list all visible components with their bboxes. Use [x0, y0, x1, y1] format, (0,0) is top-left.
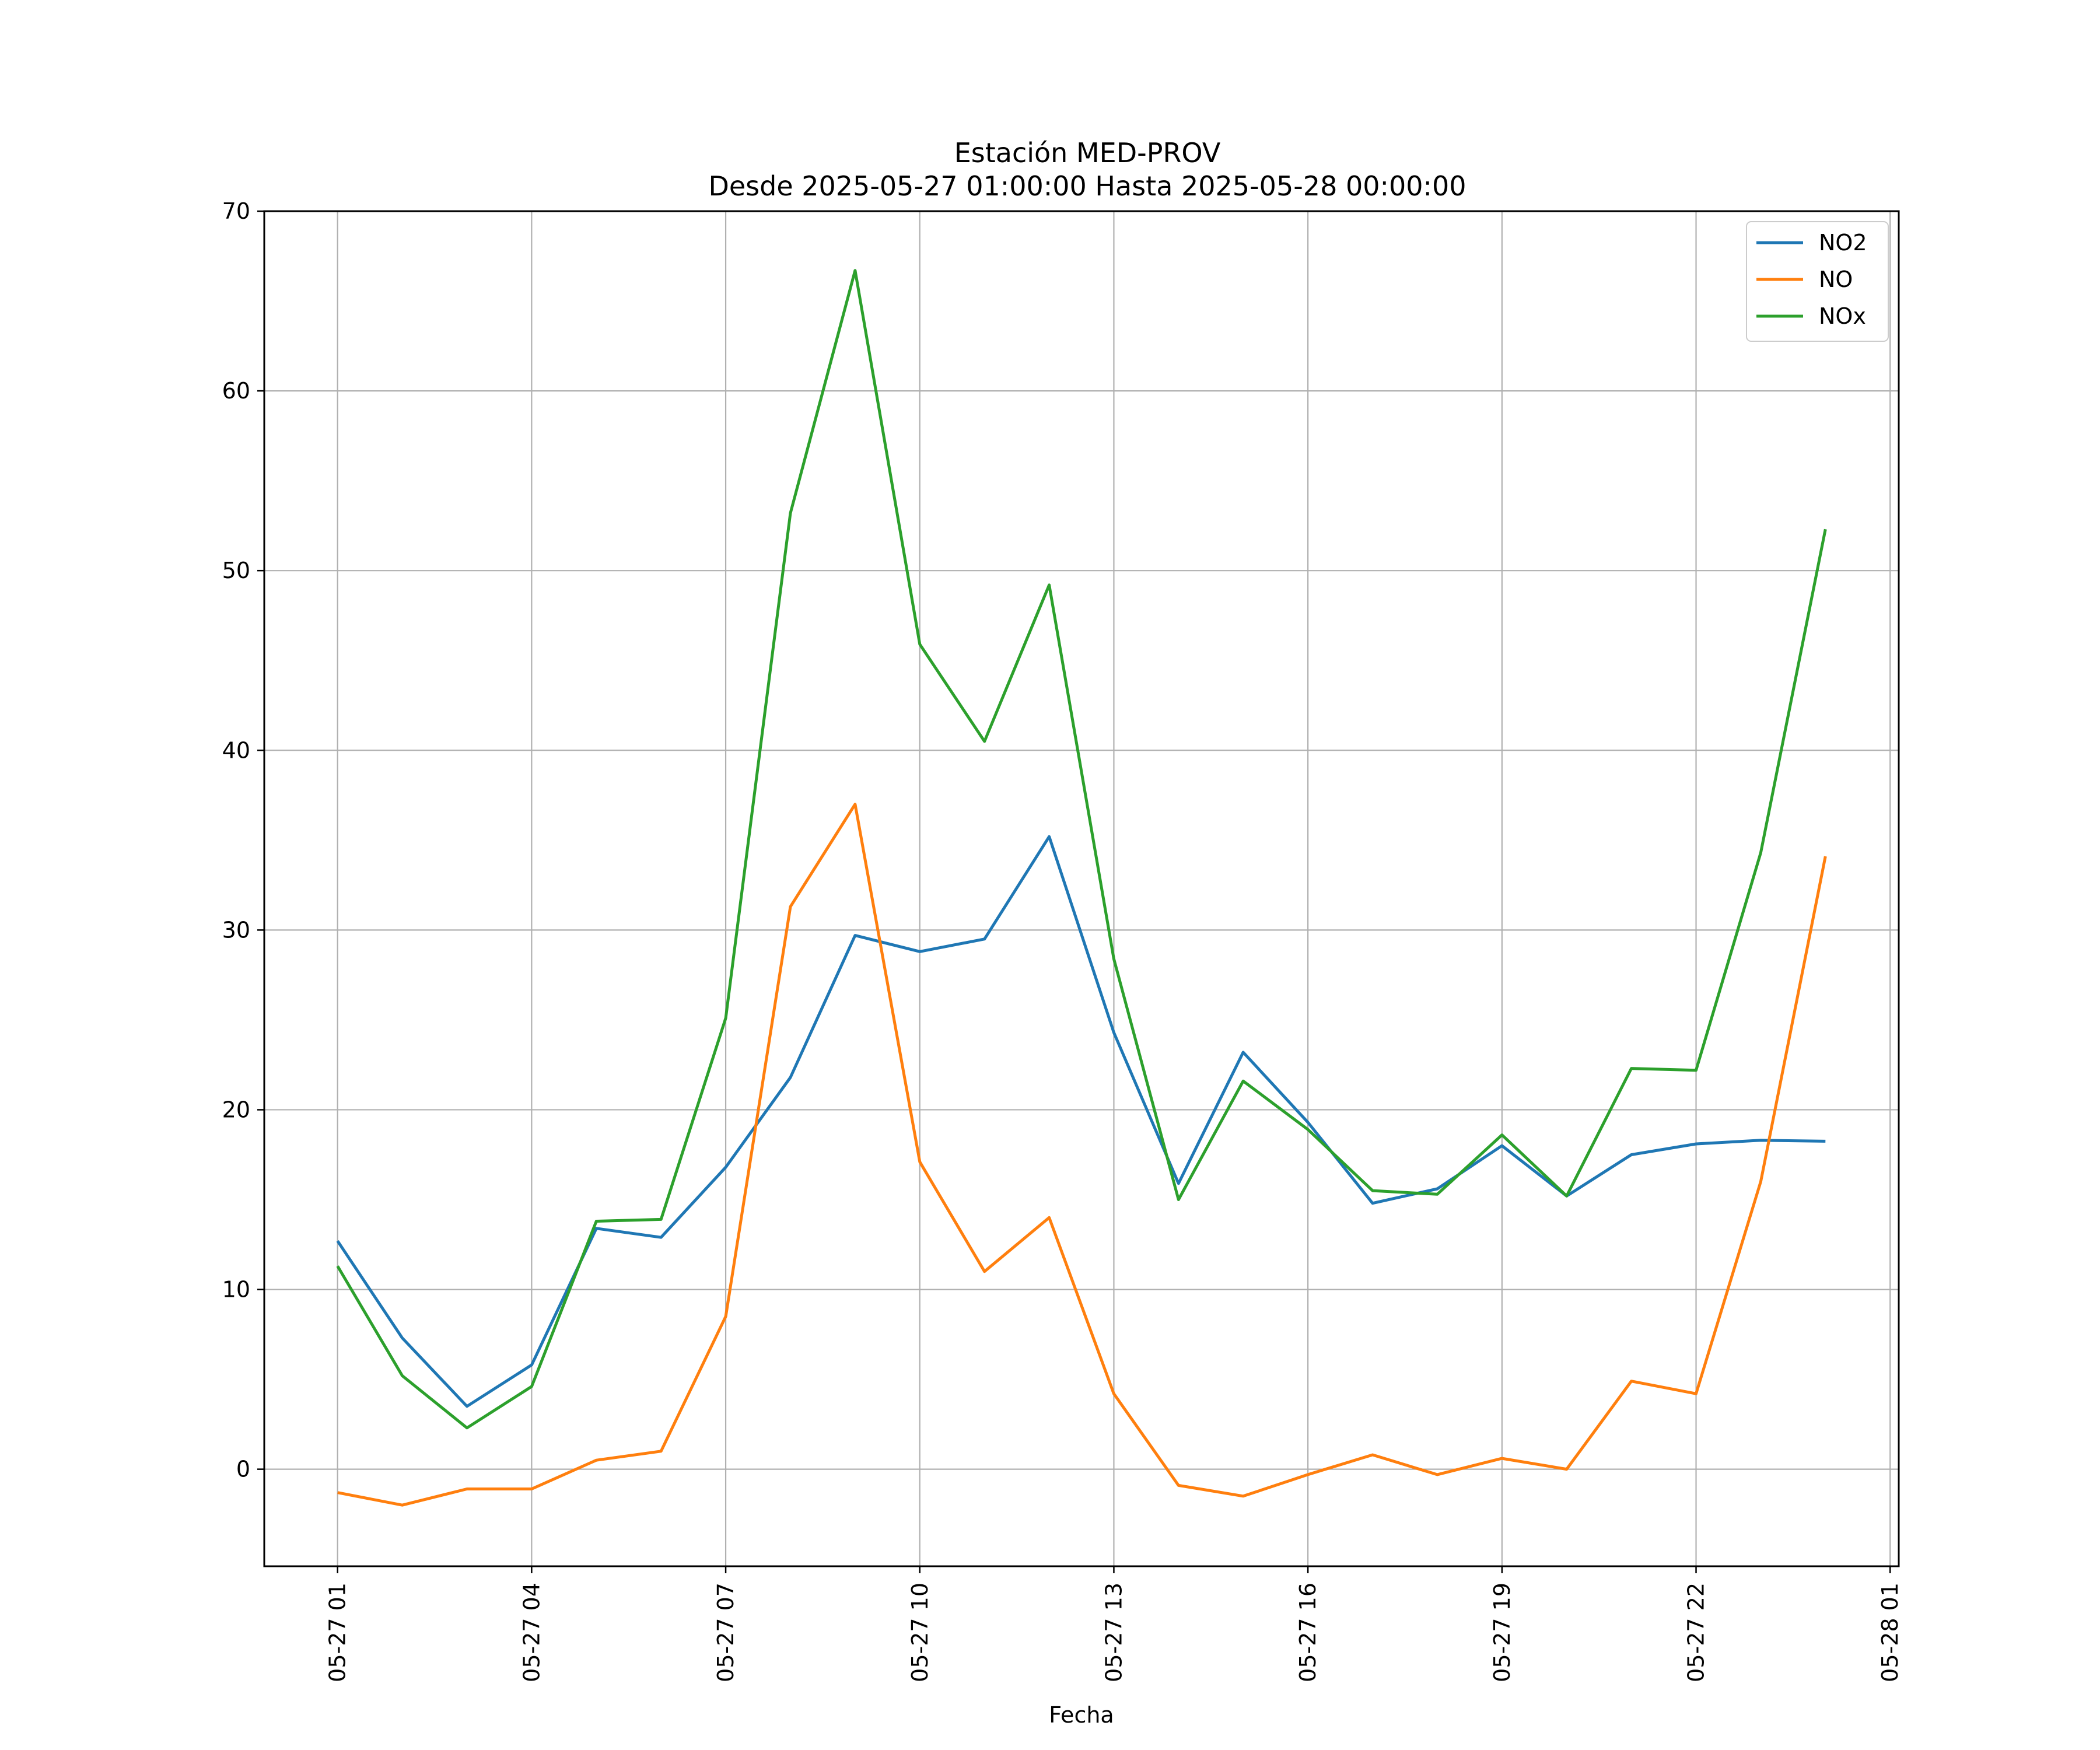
series-line-nox — [336, 269, 1827, 1430]
y-tick-label: 40 — [222, 737, 250, 763]
legend: NO2 NO NOx — [1746, 221, 1889, 342]
x-axis-ticks: 05-27 01 05-27 04 05-27 07 05-27 10 05-27 13… — [325, 1566, 1903, 1682]
legend-box — [1746, 221, 1889, 342]
chart-title: Estación MED-PROV — [954, 137, 1221, 169]
x-tick-label: 05-27 04 — [519, 1583, 544, 1682]
legend-label: NO — [1819, 267, 1853, 292]
x-axis-label: Fecha — [1049, 1702, 1114, 1728]
x-tick-label: 05-28 01 — [1877, 1583, 1903, 1682]
chart-subtitle: Desde 2025-05-27 01:00:00 Hasta 2025-05-… — [708, 170, 1466, 202]
x-tick-label: 05-27 13 — [1101, 1583, 1126, 1682]
plot-series — [336, 269, 1827, 1507]
x-tick-label: 05-27 16 — [1295, 1583, 1321, 1682]
x-tick-label: 05-27 19 — [1489, 1583, 1515, 1682]
y-tick-label: 30 — [222, 917, 250, 943]
x-tick-label: 05-27 10 — [907, 1583, 933, 1682]
x-tick-label: 05-27 22 — [1684, 1583, 1709, 1682]
legend-label: NOx — [1819, 303, 1866, 329]
y-tick-label: 10 — [222, 1277, 250, 1303]
y-tick-label: 70 — [222, 198, 250, 224]
legend-label: NO2 — [1819, 230, 1867, 256]
y-tick-label: 20 — [222, 1097, 250, 1122]
y-tick-label: 50 — [222, 558, 250, 583]
x-tick-label: 05-27 01 — [325, 1583, 351, 1682]
plot-frame — [263, 210, 1900, 1567]
y-tick-label: 0 — [236, 1457, 250, 1482]
x-tick-label: 05-27 07 — [713, 1583, 738, 1682]
y-axis-ticks: 0 10 20 30 40 50 60 70 — [222, 198, 264, 1482]
series-line-no — [337, 803, 1827, 1507]
y-tick-label: 60 — [222, 378, 250, 404]
